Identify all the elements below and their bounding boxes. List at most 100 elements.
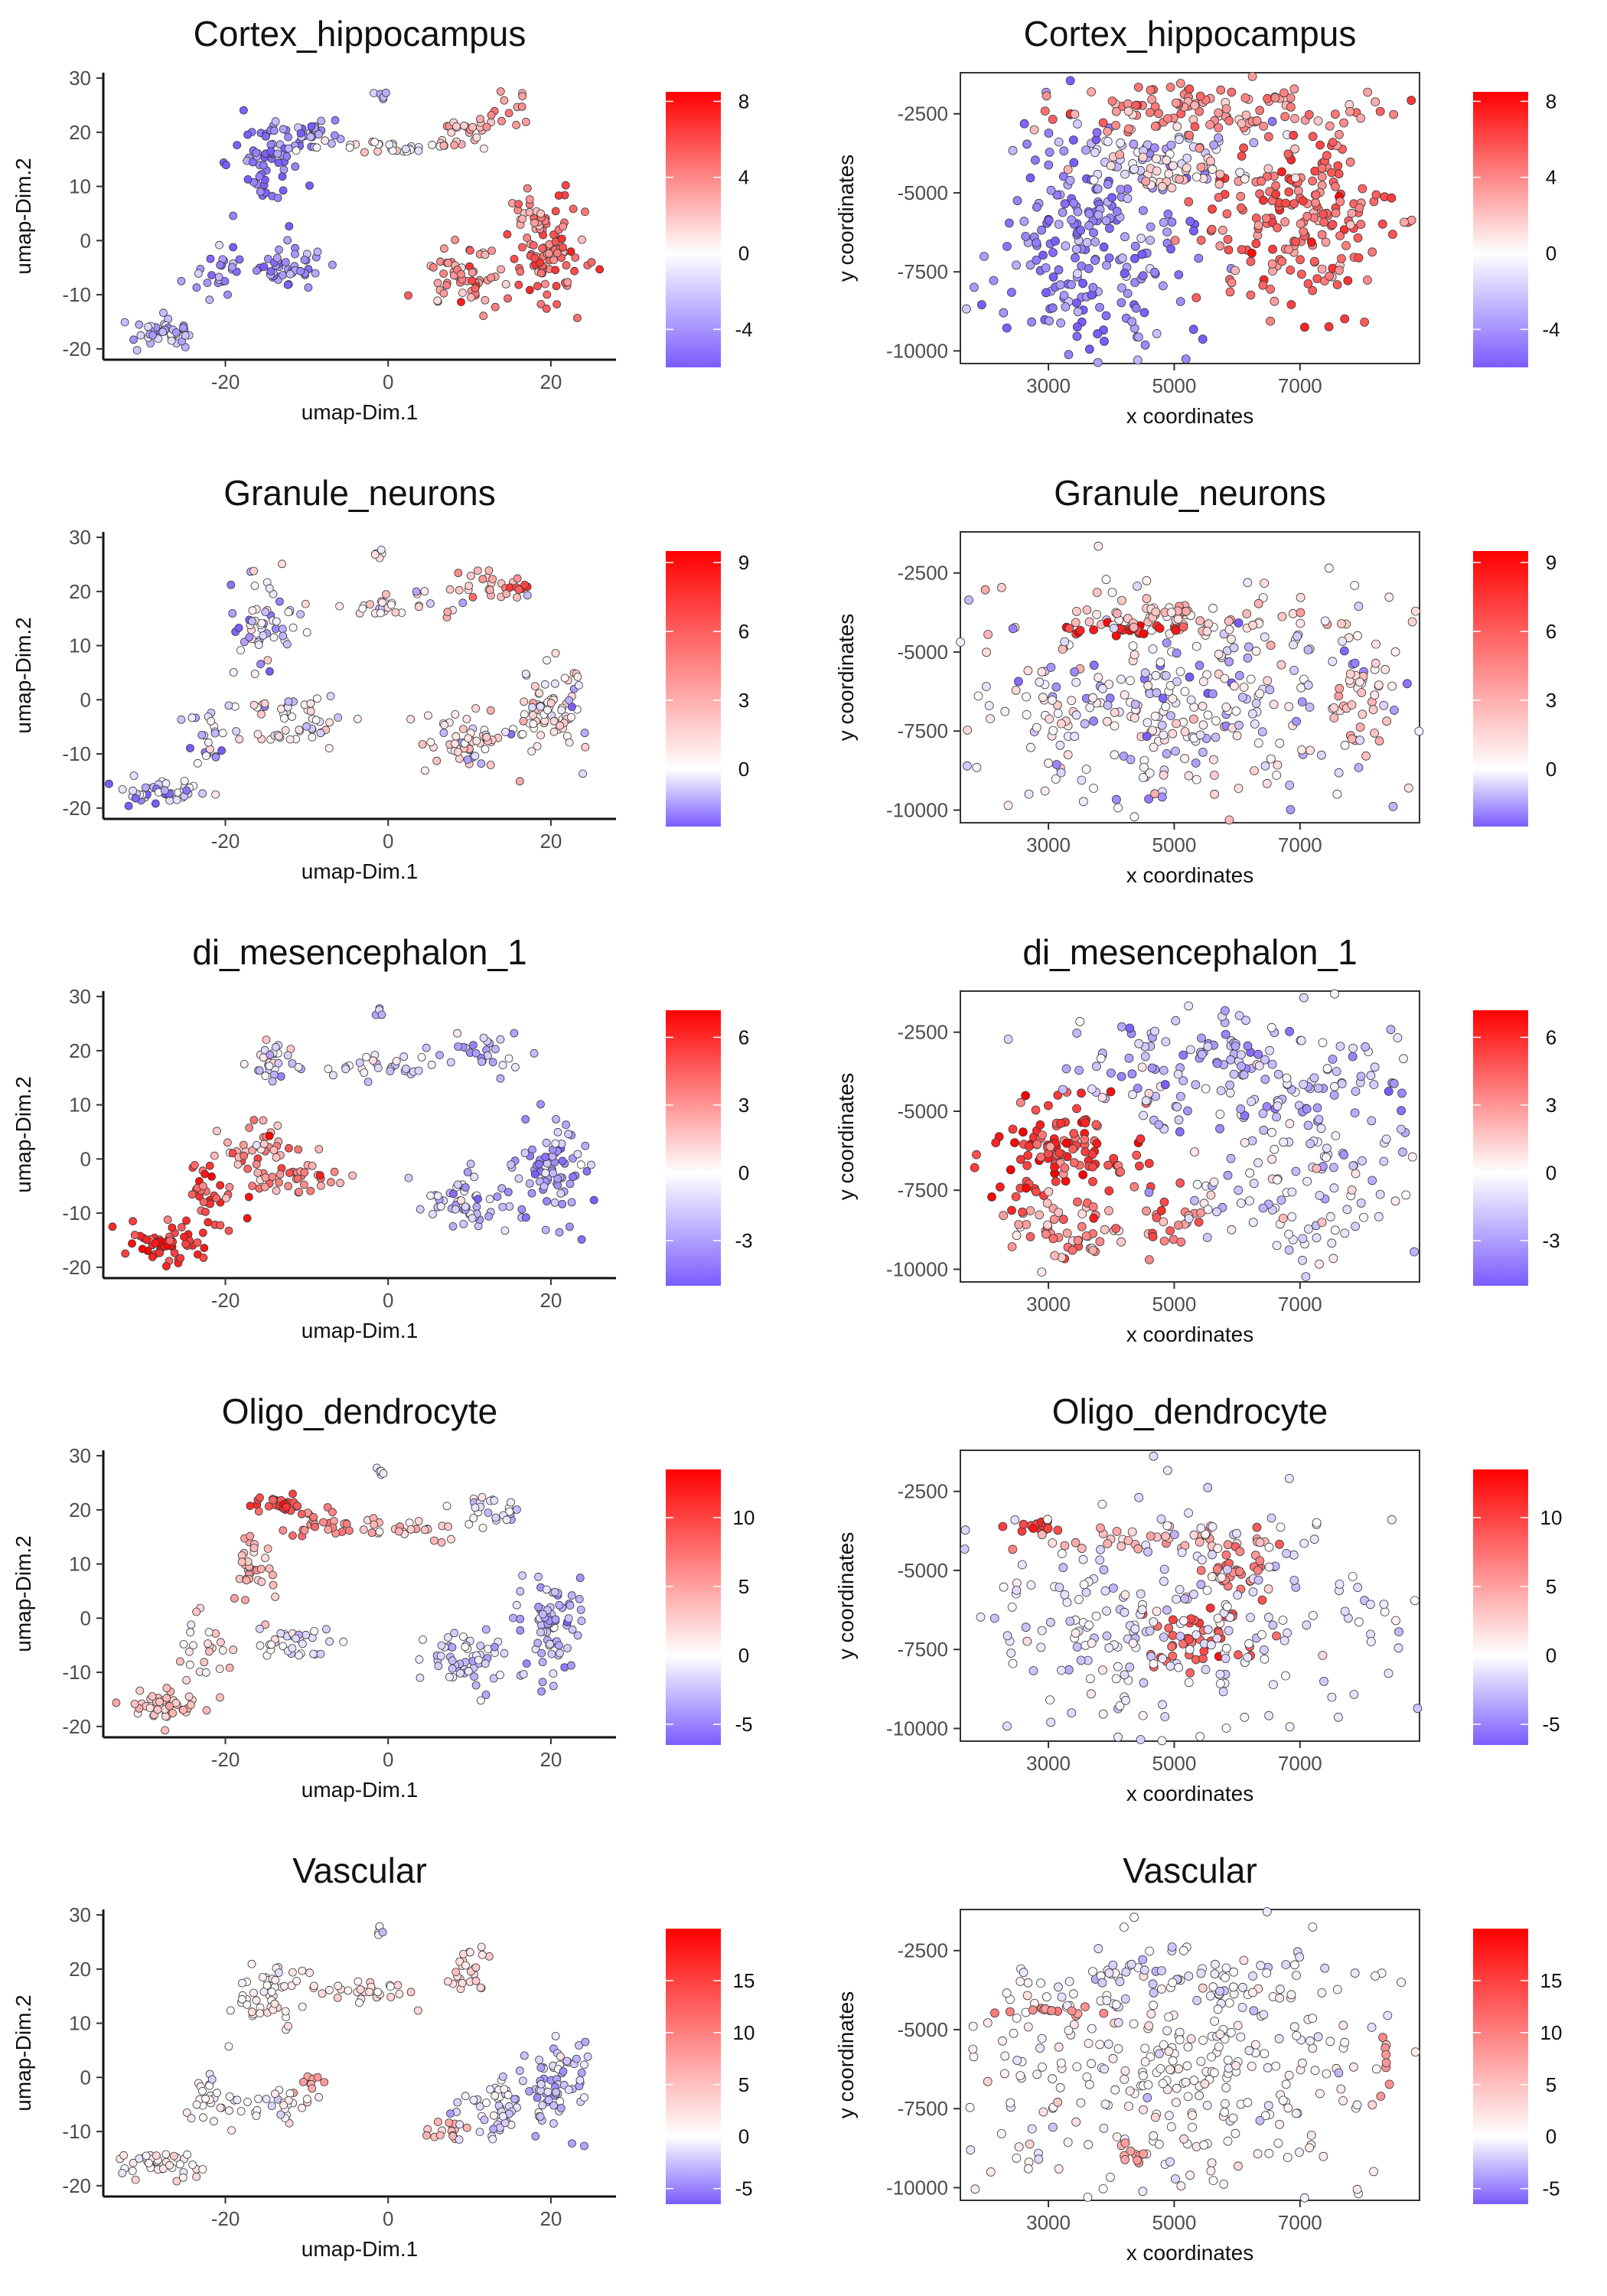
data-point: [1006, 1165, 1015, 1175]
data-point: [1263, 676, 1273, 686]
data-point: [1014, 1220, 1024, 1229]
data-point: [386, 1982, 395, 1991]
data-point: [1389, 109, 1398, 119]
data-point: [1162, 1521, 1172, 1531]
data-point: [288, 1059, 297, 1068]
data-point: [1195, 106, 1204, 116]
data-point: [523, 184, 532, 193]
data-point: [1267, 1127, 1276, 1137]
data-point: [1252, 1522, 1262, 1532]
data-point: [1112, 207, 1122, 217]
data-point: [1184, 771, 1194, 781]
data-point: [1210, 2017, 1219, 2026]
data-point: [1283, 1628, 1292, 1638]
data-point: [1331, 109, 1340, 119]
data-point: [1407, 96, 1416, 106]
data-point: [1339, 118, 1348, 128]
legend-tick-label: 0: [1546, 1644, 1556, 1667]
data-point: [1095, 1237, 1105, 1247]
data-point: [1133, 582, 1142, 591]
data-point: [1208, 689, 1217, 699]
data-point: [197, 2086, 207, 2095]
data-point: [1265, 1045, 1274, 1055]
data-point: [1296, 1035, 1306, 1045]
data-point: [288, 713, 297, 721]
data-point: [202, 1706, 211, 1715]
data-point: [535, 2056, 543, 2064]
data-point: [1129, 713, 1139, 722]
data-point: [285, 269, 295, 279]
panel-title: Cortex_hippocampus: [194, 14, 526, 54]
panel-title: Vascular: [1123, 1851, 1257, 1890]
data-point: [1161, 671, 1171, 680]
data-point: [1284, 1245, 1294, 1255]
data-point: [128, 2167, 137, 2176]
data-point: [1116, 298, 1126, 308]
data-point: [1144, 1188, 1154, 1197]
data-point: [1103, 1160, 1113, 1170]
data-point: [288, 1644, 297, 1653]
data-point: [1178, 622, 1188, 632]
data-point: [296, 129, 305, 138]
data-point: [1184, 1214, 1194, 1223]
data-point: [1091, 1611, 1101, 1621]
data-point: [1104, 1643, 1114, 1653]
data-point: [1311, 197, 1320, 207]
data-point: [1337, 253, 1346, 263]
legend-tick-label: 4: [738, 166, 749, 189]
data-point: [1413, 1704, 1423, 1714]
data-point: [1324, 321, 1334, 331]
data-point: [1273, 1069, 1283, 1079]
data-point: [536, 1100, 545, 1109]
data-point: [1387, 1515, 1397, 1525]
data-point: [1202, 2100, 1212, 2110]
data-point: [1220, 673, 1230, 683]
y-tick-label: -10000: [886, 339, 948, 362]
data-point: [1262, 1102, 1272, 1111]
data-point: [182, 2108, 191, 2117]
data-point: [1215, 2030, 1225, 2039]
data-point: [1159, 1577, 1169, 1587]
data-point: [233, 2095, 242, 2105]
data-point: [559, 2067, 568, 2076]
legend-tick-label: -5: [735, 2177, 752, 2200]
data-point: [564, 1130, 572, 1139]
data-point: [1139, 1965, 1149, 1975]
data-point: [235, 255, 244, 264]
data-point: [1084, 344, 1094, 354]
data-point: [455, 2120, 464, 2129]
data-point: [302, 2095, 311, 2104]
data-point: [581, 742, 590, 752]
y-tick-label: -7500: [898, 1179, 949, 1202]
data-point: [1272, 771, 1282, 780]
data-point: [226, 2006, 235, 2015]
data-point: [498, 1061, 507, 1070]
data-point: [1198, 677, 1208, 687]
data-point: [1331, 208, 1341, 218]
data-point: [1242, 609, 1252, 618]
data-point: [1123, 194, 1133, 204]
legend-tick-label: 9: [738, 551, 749, 574]
data-point: [446, 1058, 455, 1067]
data-point: [1173, 1069, 1183, 1079]
data-point: [1349, 2062, 1358, 2072]
data-point: [1152, 328, 1162, 338]
data-point: [1239, 143, 1248, 153]
data-point: [1012, 2153, 1022, 2163]
data-point: [1148, 726, 1157, 735]
data-point: [1245, 1168, 1254, 1178]
data-point: [491, 1513, 500, 1522]
data-point: [471, 1976, 481, 1985]
data-point: [1237, 1062, 1246, 1071]
data-point: [284, 1143, 293, 1153]
data-point: [1315, 2089, 1325, 2099]
data-point: [1145, 1626, 1155, 1636]
data-point: [1271, 189, 1281, 199]
data-point: [1315, 1191, 1325, 1200]
data-point: [982, 682, 991, 691]
data-point: [1159, 730, 1169, 740]
data-point: [1064, 350, 1074, 360]
data-point: [1371, 97, 1380, 107]
data-points: [104, 546, 590, 810]
data-point: [1223, 2055, 1233, 2065]
